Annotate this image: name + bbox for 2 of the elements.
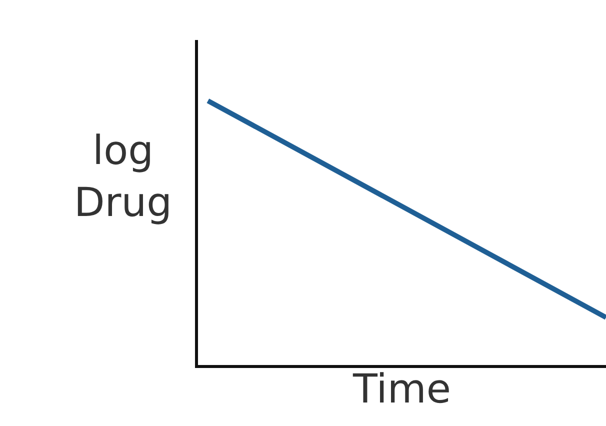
x-axis-title: Time — [352, 366, 451, 412]
y-axis-title: log Drug — [74, 128, 172, 226]
